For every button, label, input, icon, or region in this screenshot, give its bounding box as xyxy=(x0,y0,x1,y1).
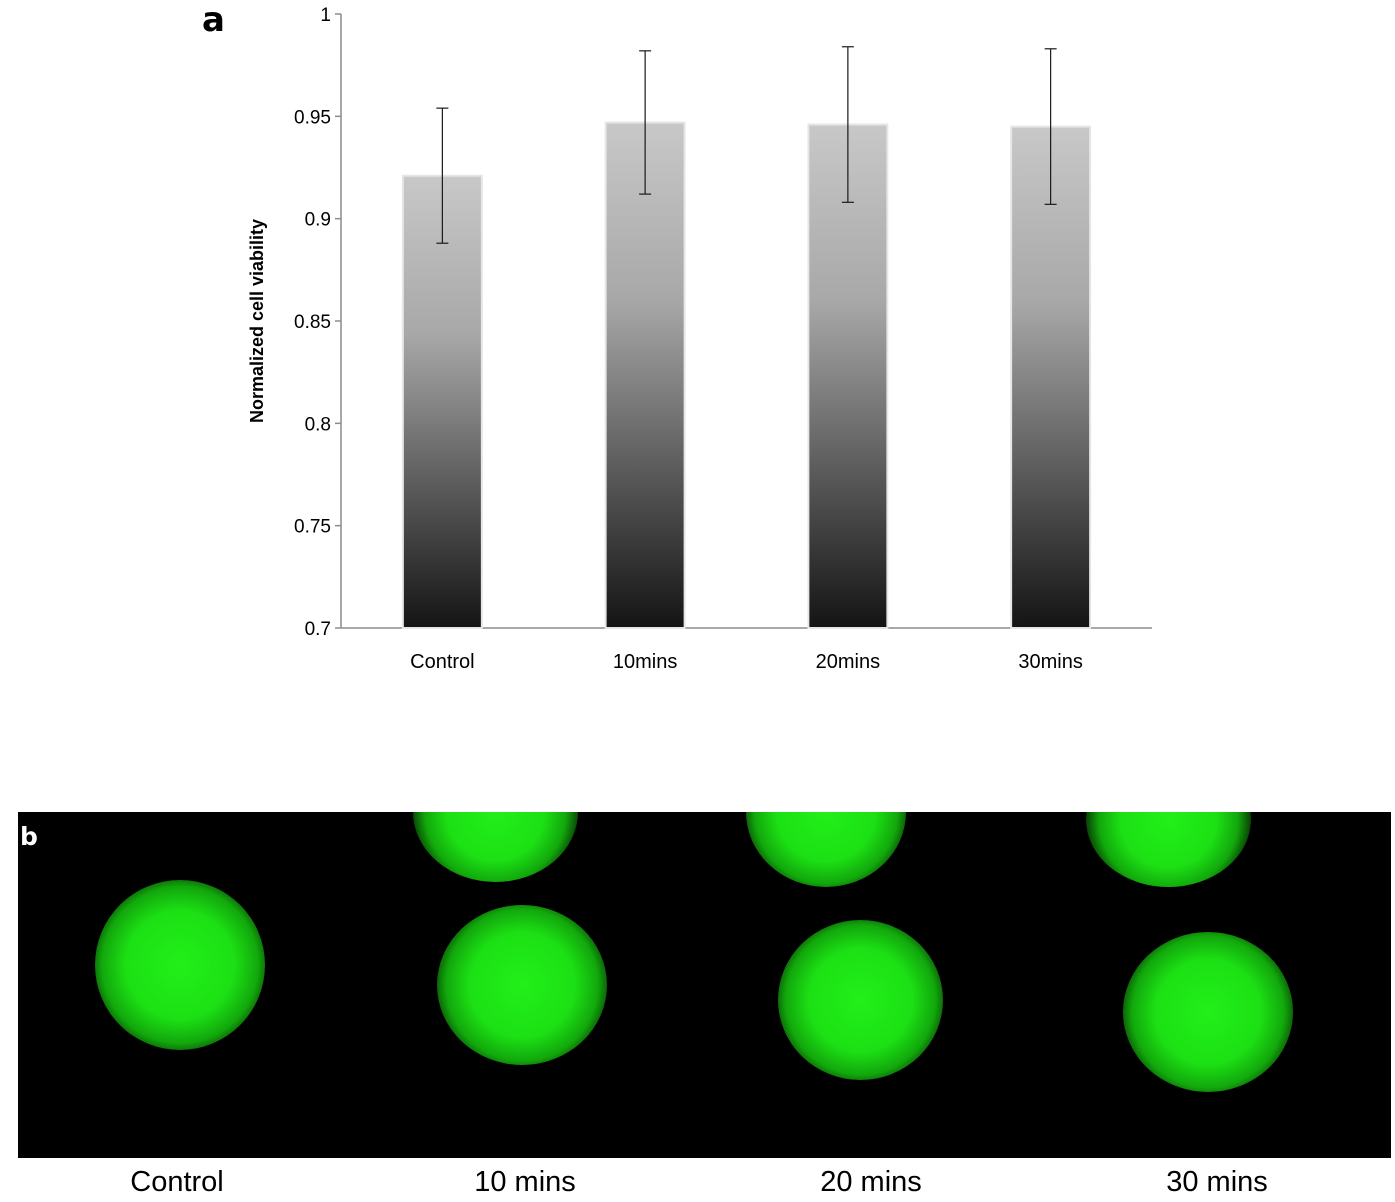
bars-group xyxy=(401,121,1092,630)
y-tick-label: 0.7 xyxy=(305,619,331,640)
bar-control xyxy=(401,174,483,629)
caption-control: Control xyxy=(130,1166,224,1198)
cell-30min-top xyxy=(1086,812,1251,887)
bar-30mins xyxy=(1010,125,1092,629)
caption-20min: 20 mins xyxy=(820,1166,922,1198)
y-tick-label: 0.8 xyxy=(305,414,331,435)
error-bars-group xyxy=(436,46,1057,244)
panel-label-a: a xyxy=(202,0,225,40)
y-tick-label: 0.75 xyxy=(294,517,331,538)
cell-30min xyxy=(1123,932,1293,1092)
y-tick-label: 0.9 xyxy=(305,210,331,231)
y-tick-label: 0.95 xyxy=(294,107,331,128)
x-category-label: 20mins xyxy=(816,651,880,673)
labels-group: 0.7 0.75 0.8 0.85 0.9 0.95 1 Control 10mins 20min… xyxy=(294,5,1083,673)
caption-10min: 10 mins xyxy=(474,1166,576,1198)
x-category-label: Control xyxy=(410,651,474,673)
fluorescence-image-panel xyxy=(18,812,1391,1158)
y-tick-label: 1 xyxy=(320,5,331,26)
cell-10min-top xyxy=(413,812,578,882)
y-axis-title: Normalized cell viability xyxy=(247,219,267,423)
cell-10min xyxy=(437,905,607,1065)
bar-20mins xyxy=(807,123,889,630)
cell-control xyxy=(95,880,265,1050)
cell-20min xyxy=(778,920,943,1080)
y-tick-label: 0.85 xyxy=(294,312,331,333)
x-category-label: 10mins xyxy=(613,651,677,673)
bar-chart: 0.7 0.75 0.8 0.85 0.9 0.95 1 Control 10mins 20min… xyxy=(247,5,1152,673)
panel-label-b: b xyxy=(20,822,38,851)
x-category-label: 30mins xyxy=(1018,651,1082,673)
bar-10mins xyxy=(604,121,686,630)
caption-30min: 30 mins xyxy=(1166,1166,1268,1198)
cell-20min-top xyxy=(746,812,906,887)
